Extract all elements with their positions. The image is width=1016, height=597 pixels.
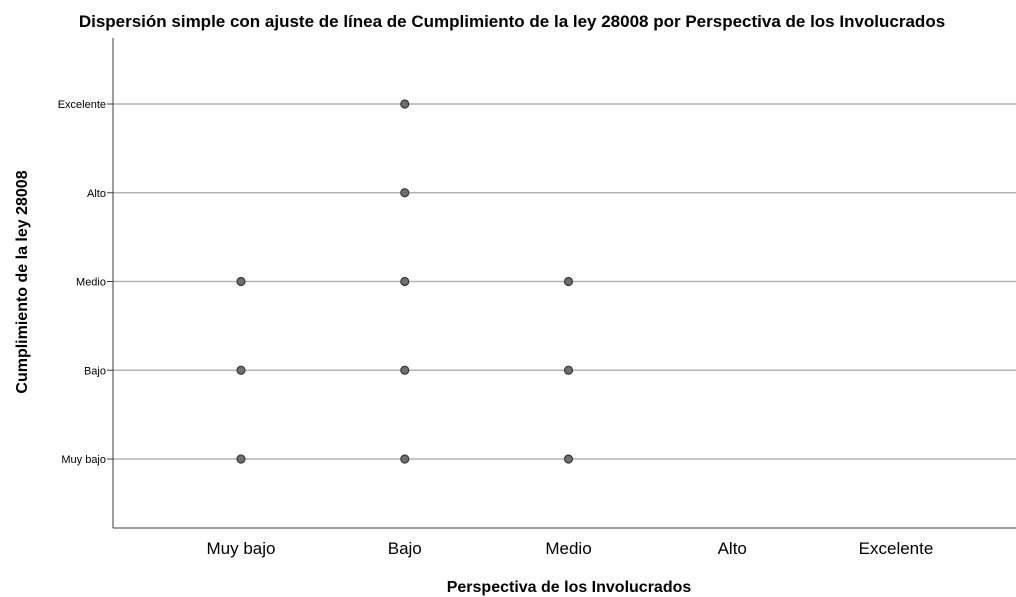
chart-title: Dispersión simple con ajuste de línea de…: [79, 12, 945, 31]
scatter-point: [400, 365, 410, 375]
data-points: [236, 99, 574, 464]
x-tick-label: Muy bajo: [207, 539, 276, 558]
y-tick-label: Medio: [76, 277, 106, 289]
scatter-point: [400, 99, 410, 109]
x-tick-label: Medio: [545, 539, 591, 558]
y-tick-label: Excelente: [58, 99, 106, 111]
y-tick-label: Alto: [87, 188, 106, 200]
y-tick-labels: Muy bajo Bajo Medio Alto Excelente: [58, 99, 106, 466]
scatter-point: [563, 276, 574, 287]
y-tick-label: Bajo: [84, 365, 106, 377]
scatter-point: [563, 454, 574, 464]
y-tick-label: Muy bajo: [61, 454, 106, 466]
scatter-point: [236, 454, 246, 464]
scatter-point: [400, 276, 410, 287]
x-tick-label: Excelente: [859, 539, 934, 558]
x-tick-label: Alto: [718, 539, 747, 558]
scatter-point: [563, 365, 574, 375]
x-tick-label: Bajo: [388, 539, 422, 558]
scatter-point: [400, 454, 410, 464]
scatter-point: [236, 365, 246, 375]
y-axis-label: Cumplimiento de la ley 28008: [14, 170, 31, 393]
scatter-point: [400, 188, 410, 198]
axes: [112, 38, 1016, 529]
x-tick-labels: Muy bajo Bajo Medio Alto Excelente: [207, 539, 934, 558]
x-axis-label: Perspectiva de los Involucrados: [447, 579, 692, 596]
scatter-point: [236, 276, 246, 287]
